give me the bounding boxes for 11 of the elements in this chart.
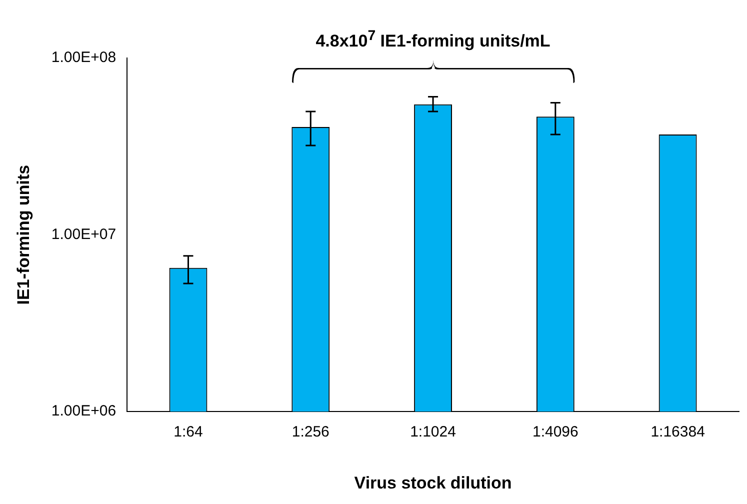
x-tick-label: 1:16384 [650, 424, 705, 441]
x-tick-label: 1:1024 [410, 424, 456, 441]
x-tick-label: 1:4096 [532, 424, 578, 441]
x-axis-title: Virus stock dilution [354, 473, 512, 492]
text: 4.8x10$^{7}$ IE1-forming units/mL [316, 28, 550, 52]
x-tick-label: 1:256 [292, 424, 330, 441]
y-axis-title: IE1-forming units [14, 164, 33, 305]
x-tick-label: 1:64 [174, 424, 203, 441]
y-tick-label: 1.00E+08 [51, 49, 116, 66]
y-tick-label: 1.00E+06 [51, 402, 116, 420]
y-tick-label: 1.00E+07 [51, 226, 116, 243]
